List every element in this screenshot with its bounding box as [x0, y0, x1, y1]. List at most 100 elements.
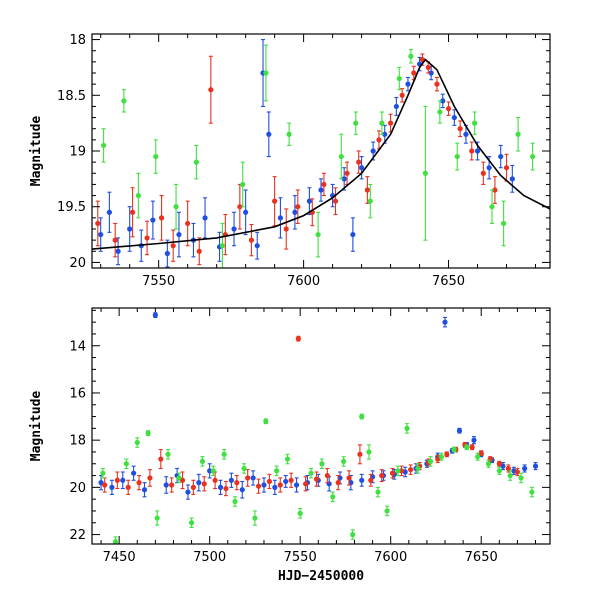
data-point: [408, 53, 414, 59]
y-tick-label: 22: [69, 528, 86, 543]
data-point: [248, 237, 255, 243]
data-point: [170, 243, 176, 249]
data-point: [145, 430, 151, 436]
data-point: [106, 209, 112, 215]
data-point: [158, 456, 164, 462]
data-point: [321, 181, 327, 188]
data-point: [529, 489, 535, 495]
data-point: [165, 451, 171, 457]
data-point: [221, 451, 227, 457]
data-point: [169, 482, 175, 488]
data-point: [100, 470, 106, 476]
data-point: [319, 461, 325, 467]
data-point: [498, 153, 504, 160]
y-axis-title: Magnitude: [29, 116, 44, 187]
data-point: [293, 482, 300, 488]
data-point: [370, 148, 376, 154]
data-point: [112, 237, 118, 243]
data-point: [471, 437, 477, 443]
data-point: [152, 312, 158, 318]
data-point: [464, 444, 470, 450]
y-tick-label: 18.5: [57, 89, 86, 104]
data-point: [141, 487, 148, 493]
data-point: [193, 159, 199, 165]
data-point: [164, 250, 170, 257]
data-point: [147, 475, 153, 481]
data-point: [208, 87, 214, 93]
data-point: [163, 482, 169, 488]
series-0: [98, 39, 515, 268]
data-point: [223, 485, 229, 492]
data-point: [438, 454, 444, 460]
data-point: [144, 235, 150, 241]
data-point: [364, 187, 370, 193]
data-point: [210, 468, 216, 474]
data-point: [102, 482, 108, 488]
data-point: [515, 131, 521, 137]
y-tick-label: 14: [69, 339, 86, 354]
data-point: [469, 148, 475, 154]
data-point: [297, 510, 303, 516]
y-tick-label: 19.5: [57, 200, 86, 215]
y-tick-label: 19: [69, 145, 86, 160]
data-point: [95, 220, 101, 227]
y-tick-label: 18: [69, 33, 86, 48]
data-point: [266, 478, 273, 485]
x-tick-label: 7650: [465, 550, 498, 565]
data-point: [263, 70, 269, 76]
data-point: [437, 109, 443, 115]
data-point: [131, 470, 137, 476]
data-point: [434, 81, 440, 87]
data-point: [272, 484, 278, 490]
data-point: [338, 153, 344, 160]
data-point: [202, 215, 208, 221]
data-point: [384, 508, 390, 514]
data-point: [393, 103, 399, 110]
data-point: [150, 217, 156, 223]
series-0: [98, 312, 539, 500]
series-2: [100, 44, 536, 268]
data-point: [136, 480, 142, 486]
data-point: [176, 231, 182, 238]
data-point: [463, 131, 469, 137]
data-point: [399, 92, 405, 98]
data-point: [330, 494, 336, 500]
data-point: [207, 468, 213, 474]
data-point: [356, 159, 362, 165]
data-point: [196, 248, 202, 254]
data-point: [263, 418, 269, 424]
data-point: [286, 131, 292, 137]
data-point: [217, 484, 224, 490]
series-2: [100, 413, 535, 544]
data-point: [154, 515, 160, 521]
data-point: [241, 465, 247, 472]
data-point: [415, 465, 421, 472]
data-point: [341, 458, 347, 464]
data-point: [469, 444, 475, 450]
data-point: [274, 468, 280, 474]
data-point: [306, 198, 313, 204]
data-point: [368, 477, 374, 483]
top-panel: 7550 7600 7650 18 18.5 19 19.5 20 Magnitude: [29, 33, 551, 289]
x-axis-title: HJD−2450000: [278, 569, 364, 584]
data-point: [503, 165, 510, 171]
data-point: [344, 170, 350, 176]
data-point: [201, 481, 207, 487]
series-1: [95, 53, 510, 266]
data-point: [295, 204, 301, 210]
data-point: [120, 477, 126, 483]
data-point: [518, 475, 524, 481]
data-point: [509, 176, 515, 182]
data-point: [457, 126, 463, 132]
data-point: [405, 81, 411, 87]
data-point: [123, 461, 129, 467]
data-point: [283, 478, 289, 485]
data-point: [440, 98, 446, 104]
data-point: [472, 120, 478, 126]
data-point: [245, 475, 251, 481]
data-point: [185, 489, 191, 495]
data-point: [277, 215, 284, 221]
data-point: [480, 170, 486, 176]
data-point: [396, 75, 402, 82]
data-point: [121, 98, 127, 104]
